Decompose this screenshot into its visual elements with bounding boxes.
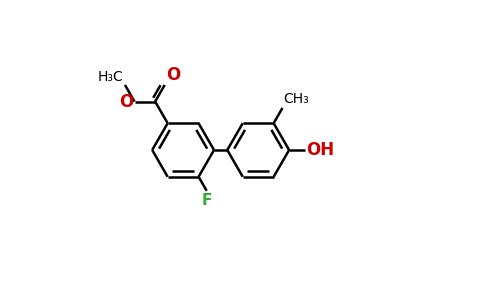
Text: CH₃: CH₃: [283, 92, 309, 106]
Text: O: O: [119, 93, 134, 111]
Text: H₃C: H₃C: [98, 70, 123, 83]
Text: F: F: [202, 193, 212, 208]
Text: OH: OH: [306, 141, 334, 159]
Text: O: O: [166, 65, 181, 83]
